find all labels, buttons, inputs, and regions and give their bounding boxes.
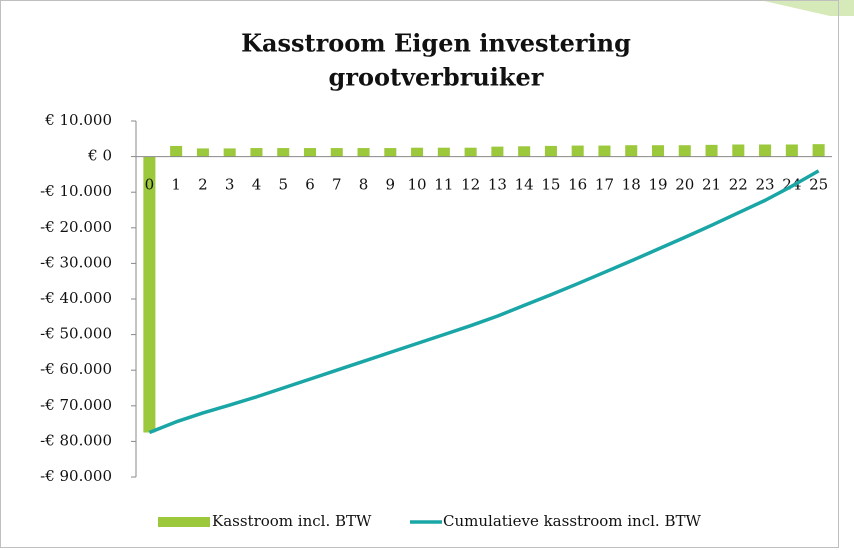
- bar: [277, 148, 290, 157]
- line: [148, 169, 820, 435]
- y-tick-label: -€ 20.000: [40, 218, 112, 236]
- y-tick-label: -€ 50.000: [40, 325, 112, 343]
- legend-label: Kasstroom incl. BTW: [212, 512, 372, 530]
- y-tick-label: -€ 80.000: [40, 431, 112, 449]
- bar: [571, 145, 584, 157]
- x-tick-label: 17: [595, 176, 614, 194]
- bar: [464, 147, 477, 157]
- x-tick-label: 12: [461, 176, 480, 194]
- x-tick-label: 1: [171, 176, 181, 194]
- x-tick-label: 7: [332, 176, 342, 194]
- bar: [491, 146, 504, 157]
- bar: [544, 145, 557, 157]
- x-tick-label: 5: [278, 176, 288, 194]
- bar: [812, 144, 825, 157]
- x-tick-label: 21: [702, 176, 721, 194]
- bar: [625, 145, 638, 157]
- bar: [303, 148, 317, 157]
- x-tick-label: 15: [541, 176, 560, 194]
- x-tick-label: 18: [622, 176, 641, 194]
- x-tick-label: 13: [488, 176, 507, 194]
- x-tick-label: 10: [408, 176, 427, 194]
- bar: [143, 156, 156, 433]
- bar: [384, 148, 397, 157]
- bar: [705, 144, 718, 157]
- bar: [170, 145, 183, 157]
- y-tick-label: -€ 70.000: [40, 396, 112, 414]
- legend-label: Cumulatieve kasstroom incl. BTW: [443, 512, 701, 530]
- y-tick-label: -€ 90.000: [40, 467, 112, 485]
- bar: [785, 144, 798, 157]
- bar: [598, 145, 611, 157]
- y-tick-label: € 0: [87, 147, 112, 165]
- x-tick-label: 22: [729, 176, 748, 194]
- bar: [411, 147, 424, 157]
- bar: [357, 148, 370, 157]
- y-tick-label: -€ 40.000: [40, 289, 112, 307]
- chart-title: grootverbruiker: [329, 63, 544, 92]
- y-tick-label: € 10.000: [44, 111, 112, 129]
- x-tick-label: 0: [145, 176, 155, 194]
- bar: [759, 144, 772, 157]
- bar: [732, 144, 745, 157]
- corner-decoration: [760, 0, 854, 16]
- y-tick-label: -€ 10.000: [40, 182, 112, 200]
- x-tick-label: 23: [756, 176, 775, 194]
- x-tick-label: 3: [225, 176, 235, 194]
- x-tick-label: 4: [252, 176, 262, 194]
- x-tick-label: 14: [515, 176, 534, 194]
- bar: [223, 148, 236, 157]
- x-tick-label: 2: [198, 176, 208, 194]
- x-tick-label: 25: [809, 176, 828, 194]
- y-tick-label: -€ 60.000: [40, 360, 112, 378]
- x-tick-label: 6: [305, 176, 315, 194]
- x-tick-label: 16: [568, 176, 587, 194]
- bar: [518, 146, 531, 157]
- x-tick-label: 9: [386, 176, 396, 194]
- bar: [437, 147, 450, 157]
- chart-title: Kasstroom Eigen investering: [241, 29, 631, 58]
- chart-border: [0, 0, 839, 548]
- bar: [651, 145, 665, 157]
- y-tick-label: -€ 30.000: [40, 253, 112, 271]
- legend-swatch: [158, 517, 210, 527]
- bar: [196, 148, 209, 157]
- x-tick-label: 20: [675, 176, 694, 194]
- bar: [678, 145, 691, 157]
- bar: [250, 148, 263, 157]
- x-tick-label: 19: [648, 176, 667, 194]
- bar: [330, 148, 343, 157]
- x-tick-label: 8: [359, 176, 369, 194]
- x-tick-label: 11: [434, 176, 453, 194]
